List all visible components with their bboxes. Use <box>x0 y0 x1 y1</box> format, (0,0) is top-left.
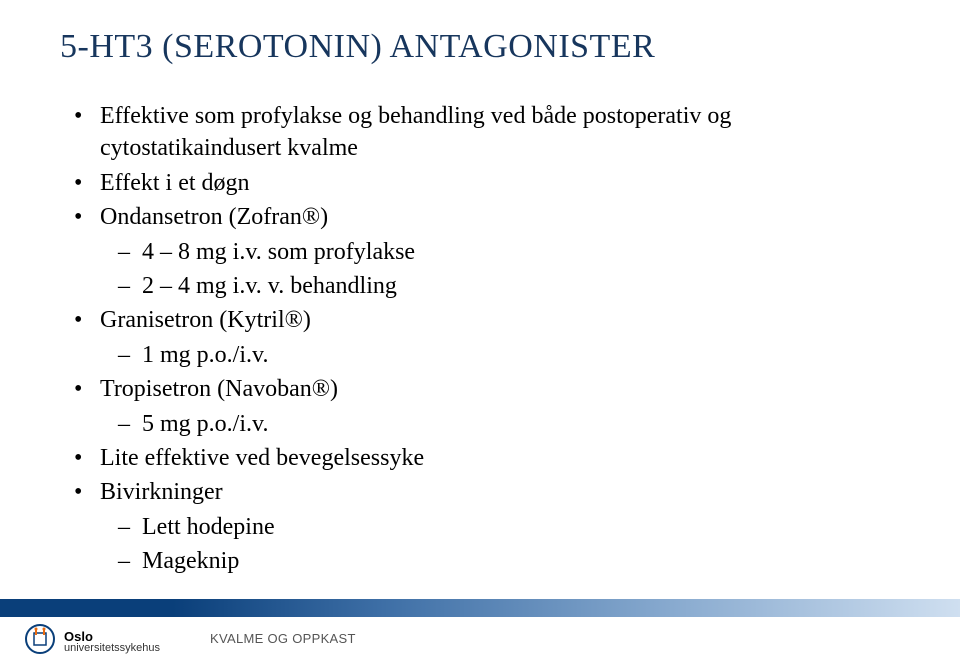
sub-text: Mageknip <box>142 548 239 574</box>
sub-item: 4 – 8 mg i.v. som profylakse <box>118 236 900 268</box>
sub-item: 2 – 4 mg i.v. v. behandling <box>118 270 900 302</box>
footer-label: KVALME OG OPPKAST <box>210 631 356 646</box>
logo-line1: Oslo <box>64 630 160 643</box>
bullet-item: Bivirkninger Lett hodepine Mageknip <box>74 476 900 577</box>
sub-list: 4 – 8 mg i.v. som profylakse 2 – 4 mg i.… <box>100 236 900 303</box>
sub-list: 1 mg p.o./i.v. <box>100 339 900 371</box>
bullet-text: Granisetron (Kytril®) <box>100 307 311 333</box>
bullet-text: Tropisetron (Navoban®) <box>100 376 338 402</box>
sub-text: Lett hodepine <box>142 514 275 540</box>
logo-text: Oslo universitetssykehus <box>64 630 160 654</box>
sub-list: 5 mg p.o./i.v. <box>100 408 900 440</box>
logo-line2: universitetssykehus <box>64 643 160 654</box>
bullet-item: Ondansetron (Zofran®) 4 – 8 mg i.v. som … <box>74 201 900 302</box>
slide-title: 5-HT3 (SEROTONIN) ANTAGONISTER <box>60 28 900 66</box>
sub-item: Mageknip <box>118 545 900 577</box>
bullet-item: Effektive som profylakse og behandling v… <box>74 100 900 165</box>
bullet-text: Bivirkninger <box>100 479 223 505</box>
bullet-text: Ondansetron (Zofran®) <box>100 204 328 230</box>
bullet-list: Effektive som profylakse og behandling v… <box>74 100 900 577</box>
bullet-item: Lite effektive ved bevegelsessyke <box>74 442 900 474</box>
bullet-item: Effekt i et døgn <box>74 167 900 199</box>
sub-text: 4 – 8 mg i.v. som profylakse <box>142 239 415 265</box>
content-area: Effektive som profylakse og behandling v… <box>60 100 900 577</box>
footer: Oslo universitetssykehus KVALME OG OPPKA… <box>0 599 960 665</box>
sub-text: 5 mg p.o./i.v. <box>142 411 268 437</box>
slide: 5-HT3 (SEROTONIN) ANTAGONISTER Effektive… <box>0 0 960 577</box>
bullet-text: Lite effektive ved bevegelsessyke <box>100 445 424 471</box>
logo: Oslo universitetssykehus <box>24 623 160 660</box>
sub-text: 1 mg p.o./i.v. <box>142 342 268 368</box>
sub-item: Lett hodepine <box>118 511 900 543</box>
sub-item: 5 mg p.o./i.v. <box>118 408 900 440</box>
bullet-text: Effektive som profylakse og behandling v… <box>100 103 731 161</box>
gradient-bar <box>0 599 960 617</box>
sub-list: Lett hodepine Mageknip <box>100 511 900 578</box>
footer-strip: Oslo universitetssykehus KVALME OG OPPKA… <box>0 617 960 665</box>
logo-icon <box>24 623 56 660</box>
sub-text: 2 – 4 mg i.v. v. behandling <box>142 273 397 299</box>
bullet-item: Tropisetron (Navoban®) 5 mg p.o./i.v. <box>74 373 900 440</box>
sub-item: 1 mg p.o./i.v. <box>118 339 900 371</box>
bullet-text: Effekt i et døgn <box>100 170 250 196</box>
bullet-item: Granisetron (Kytril®) 1 mg p.o./i.v. <box>74 304 900 371</box>
